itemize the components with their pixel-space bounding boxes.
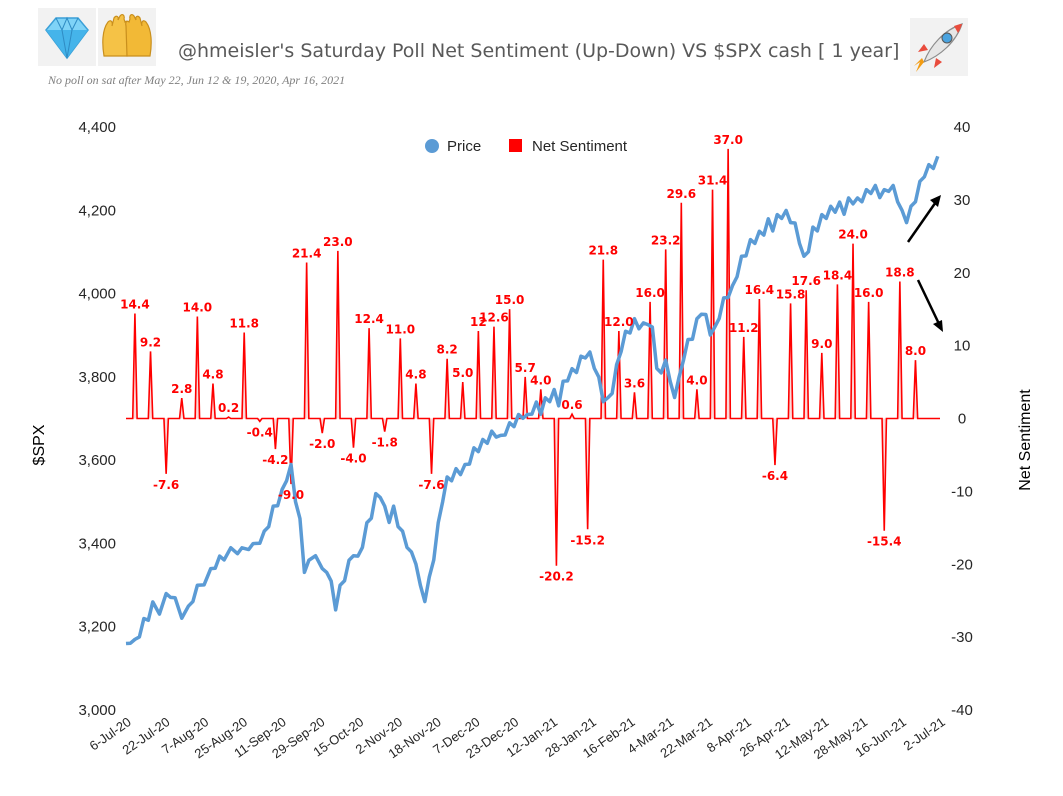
sentiment-data-label: 21.4 [292,247,322,261]
sentiment-data-label: 16.4 [745,283,775,297]
right-axis-tick: -30 [951,629,973,646]
right-axis-tick: 40 [954,119,971,136]
sentiment-data-labels: 14.4 9.2 -7.6 2.8 14.0 4.8 0.2 11.8 -0.4 -4.2 -9.0… [120,133,926,584]
sentiment-data-label: -15.4 [867,535,902,549]
right-axis-tick: -20 [951,556,973,573]
legend-price-marker [425,139,439,153]
sentiment-data-label: 16.0 [854,286,884,300]
legend-price-label: Price [447,138,481,155]
sentiment-data-label: 8.2 [437,343,458,357]
right-axis-ticks: -40 -30 -20 -10 0 10 20 30 40 [951,119,973,719]
sentiment-data-label: 15.8 [776,287,806,301]
sentiment-data-label: 4.0 [530,373,551,387]
sentiment-data-label: 9.0 [811,337,832,351]
left-axis-tick: 3,600 [78,452,116,469]
right-axis-tick: -40 [951,702,973,719]
left-axis-tick: 3,400 [78,535,116,552]
sentiment-data-label: 3.6 [624,376,645,390]
gem-icon [45,16,89,60]
arrow-up-head [930,195,941,207]
sentiment-data-label: 21.8 [588,244,618,258]
rocket-icon-box [910,18,968,76]
right-axis-tick: 20 [954,265,971,282]
palms-up-icon-box [98,8,156,66]
sentiment-data-label: 16.0 [635,286,665,300]
sentiment-data-label: 0.6 [561,398,582,412]
left-axis-tick: 3,000 [78,702,116,719]
arrow-up-annotation [906,198,940,243]
chart-title: @hmeisler's Saturday Poll Net Sentiment … [178,40,900,62]
sentiment-data-label: 4.8 [202,368,223,382]
arrow-down-annotation [916,279,942,327]
sentiment-data-label: 23.0 [323,235,353,249]
net-sentiment-series [126,148,940,566]
x-axis-ticks: 6-Jul-2022-Jul-207-Aug-2025-Aug-2011-Sep… [87,714,948,762]
sentiment-data-label: 31.4 [698,174,728,188]
sentiment-data-label: 18.8 [885,265,915,279]
right-axis-tick: -10 [951,483,973,500]
right-axis-tick: 0 [958,411,966,428]
sentiment-data-label: 8.0 [905,344,926,358]
palms-up-icon [102,13,152,57]
chart-subtitle: No poll on sat after May 22, Jun 12 & 19… [48,73,346,87]
trend-arrows [906,195,943,332]
sentiment-data-label: 24.0 [838,228,868,242]
sentiment-data-label: -7.6 [153,478,179,492]
sentiment-data-label: -0.4 [247,425,273,439]
sentiment-data-label: 0.2 [218,401,239,415]
sentiment-data-label: -6.4 [762,469,788,483]
sentiment-data-label: 4.0 [686,373,707,387]
right-axis-title: Net Sentiment [1017,389,1034,491]
legend-sentiment-label: Net Sentiment [532,138,628,155]
left-axis-tick: 4,400 [78,119,116,136]
sentiment-data-label: 14.4 [120,298,150,312]
price-series [125,155,940,646]
sentiment-data-label: 11.2 [729,321,759,335]
sentiment-data-label: -20.2 [539,570,574,584]
sentiment-data-label: 17.6 [791,274,821,288]
sentiment-data-label: 12.6 [479,311,509,325]
sentiment-data-label: 29.6 [666,187,696,201]
sentiment-data-label: 12.4 [354,312,384,326]
sentiment-area [126,148,940,566]
left-axis-tick: 4,200 [78,202,116,219]
sentiment-data-label: 2.8 [171,382,192,396]
left-axis-tick: 3,800 [78,369,116,386]
sentiment-data-label: 14.0 [183,300,213,314]
sentiment-data-label: -7.6 [418,478,444,492]
sentiment-data-label: 23.2 [651,233,681,247]
sentiment-data-label: -4.2 [262,453,288,467]
sentiment-data-label: -9.0 [278,488,304,502]
legend-sentiment-marker [509,139,522,152]
left-axis-tick: 4,000 [78,286,116,303]
sentiment-data-label: 11.0 [386,322,416,336]
sentiment-data-label: 9.2 [140,335,161,349]
right-axis-tick: 30 [954,192,971,209]
sentiment-data-label: 37.0 [713,133,743,147]
left-axis-tick: 3,200 [78,619,116,636]
sentiment-data-label: 12 [470,315,487,329]
right-axis-tick: 10 [954,338,971,355]
price-line [125,155,940,646]
x-axis-tick: 2-Jul-21 [901,714,948,753]
sentiment-data-label: 5.0 [452,366,473,380]
sentiment-data-label: 5.7 [515,361,536,375]
sentiment-data-label: 18.4 [823,268,853,282]
gem-icon-box [38,8,96,66]
sentiment-data-label: -1.8 [372,436,398,450]
sentiment-data-label: 4.8 [405,368,426,382]
rocket-icon [914,23,963,72]
sentiment-data-label: 11.8 [229,317,259,331]
sentiment-line [126,148,940,566]
left-axis-ticks: 3,000 3,200 3,400 3,600 3,800 4,000 4,200 4,400 [78,119,116,719]
arrow-down-head [933,320,943,332]
left-axis-title: $SPX [31,424,48,465]
sentiment-data-label: -2.0 [309,437,335,451]
sentiment-data-label: -4.0 [340,452,366,466]
sentiment-data-label: -15.2 [570,533,605,547]
sentiment-data-label: 12.0 [604,315,634,329]
legend: Price Net Sentiment [425,138,628,155]
sentiment-data-label: 15.0 [495,293,525,307]
